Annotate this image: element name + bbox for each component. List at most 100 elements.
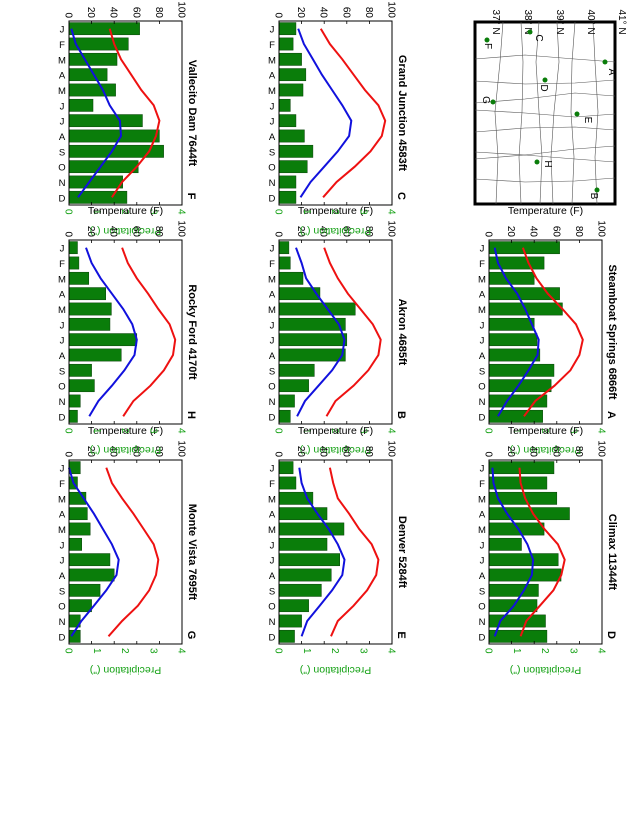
precip-bar bbox=[278, 599, 309, 613]
station-label: C bbox=[533, 34, 544, 41]
month-label: J bbox=[60, 464, 65, 475]
month-label: A bbox=[479, 510, 486, 521]
precip-bar bbox=[488, 461, 555, 475]
precip-bar bbox=[278, 241, 290, 255]
temp-min-line bbox=[295, 247, 346, 417]
precip-bar bbox=[68, 379, 95, 393]
station-marker bbox=[490, 99, 496, 105]
precip-bar bbox=[278, 175, 297, 189]
precip-bar bbox=[278, 394, 295, 408]
precip-bar bbox=[68, 175, 123, 189]
month-label: M bbox=[268, 494, 276, 505]
month-label: D bbox=[479, 632, 486, 643]
county-border bbox=[474, 177, 616, 183]
precip-axis-label: Precipitation (") bbox=[300, 225, 371, 237]
month-label: M bbox=[478, 274, 486, 285]
precip-bar bbox=[488, 271, 535, 285]
precip-bar bbox=[278, 190, 297, 204]
month-label: M bbox=[268, 274, 276, 285]
month-label: F bbox=[479, 259, 485, 270]
precip-bar bbox=[488, 348, 541, 362]
precip-bar bbox=[278, 476, 297, 490]
precip-axis-label: Precipitation (") bbox=[90, 225, 161, 237]
temp-tick-label: 20 bbox=[85, 7, 96, 19]
precip-tick-label: 4 bbox=[386, 209, 397, 215]
precip-tick-label: 2 bbox=[329, 428, 340, 434]
station-map: 41° N 40° N 39° N 38° N 37° N A B C D E F G H bbox=[473, 9, 627, 206]
precip-bar bbox=[278, 363, 315, 377]
temp-tick-label: 60 bbox=[340, 446, 351, 458]
month-label: J bbox=[270, 320, 275, 331]
precip-bar bbox=[278, 629, 295, 643]
month-label: J bbox=[60, 25, 65, 36]
precip-bar bbox=[68, 507, 88, 521]
precip-bar bbox=[278, 144, 314, 158]
month-label: J bbox=[480, 464, 485, 475]
station-label: E bbox=[582, 117, 593, 124]
temp-tick-label: 100 bbox=[176, 220, 187, 237]
precip-tick-label: 2 bbox=[119, 428, 130, 434]
precip-tick-label: 4 bbox=[386, 648, 397, 654]
month-label: D bbox=[479, 412, 486, 423]
month-label: A bbox=[479, 351, 486, 362]
month-label: J bbox=[480, 244, 485, 255]
temp-min-line bbox=[85, 247, 138, 417]
precip-bar bbox=[278, 409, 291, 423]
month-label: A bbox=[269, 71, 276, 82]
panel-letter: A bbox=[605, 411, 617, 419]
station-marker bbox=[484, 37, 490, 43]
plot-frame bbox=[278, 20, 393, 206]
chart-title: Denver 5284ft bbox=[396, 516, 408, 588]
precip-bar bbox=[488, 553, 559, 567]
temp-min-line bbox=[493, 247, 540, 417]
month-label: S bbox=[59, 586, 65, 597]
precip-tick-label: 2 bbox=[329, 648, 340, 654]
month-label: A bbox=[479, 290, 486, 301]
month-label: M bbox=[58, 305, 66, 316]
month-label: M bbox=[58, 494, 66, 505]
month-label: S bbox=[59, 147, 65, 158]
month-label: J bbox=[270, 244, 275, 255]
precip-bar bbox=[488, 394, 548, 408]
temp-tick-label: 0 bbox=[483, 451, 494, 457]
temp-max-line bbox=[328, 467, 380, 637]
temp-axis-label: Temperature (F) bbox=[508, 205, 583, 217]
month-label: O bbox=[58, 382, 65, 393]
plot-frame bbox=[68, 20, 183, 206]
temp-tick-label: 40 bbox=[528, 446, 539, 458]
temp-tick-label: 60 bbox=[130, 226, 141, 238]
month-label: J bbox=[270, 117, 275, 128]
temp-tick-label: 40 bbox=[108, 226, 119, 238]
precip-bar bbox=[68, 553, 111, 567]
temp-tick-label: 80 bbox=[153, 446, 164, 458]
month-label: A bbox=[59, 351, 66, 362]
precip-bar bbox=[488, 363, 555, 377]
precip-axis-label: Precipitation (") bbox=[510, 444, 581, 456]
month-label: M bbox=[478, 494, 486, 505]
precip-tick-label: 4 bbox=[596, 648, 607, 654]
precip-bar bbox=[68, 190, 128, 204]
month-label: N bbox=[269, 397, 276, 408]
precip-tick-label: 0 bbox=[273, 209, 284, 215]
station-label: B bbox=[588, 193, 599, 200]
month-label: D bbox=[269, 193, 276, 204]
precip-tick-label: 3 bbox=[567, 648, 578, 654]
temp-tick-label: 60 bbox=[340, 226, 351, 238]
month-label: M bbox=[268, 305, 276, 316]
month-label: D bbox=[269, 412, 276, 423]
chart-title: Akron 4685ft bbox=[396, 299, 408, 366]
temp-tick-label: 20 bbox=[505, 226, 516, 238]
temp-tick-label: 0 bbox=[63, 231, 74, 237]
precip-bar bbox=[278, 256, 291, 270]
temp-axis-label: Temperature (F) bbox=[88, 425, 163, 437]
chart-title: Grand Junction 4583ft bbox=[396, 55, 408, 171]
precip-tick-label: 2 bbox=[119, 648, 130, 654]
temp-tick-label: 100 bbox=[596, 220, 607, 237]
station-marker bbox=[594, 187, 600, 193]
precip-axis-label: Precipitation (") bbox=[90, 444, 161, 456]
precip-tick-label: 1 bbox=[511, 648, 522, 654]
panel-letter: D bbox=[605, 631, 617, 639]
